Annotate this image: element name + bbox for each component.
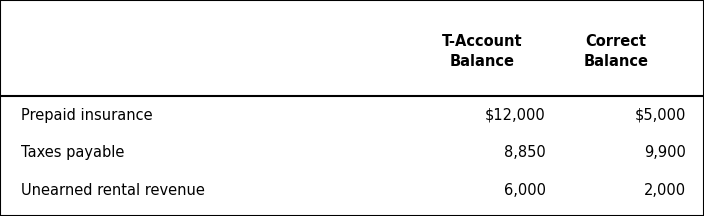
Text: 2,000: 2,000 xyxy=(644,183,686,198)
Text: Prepaid insurance: Prepaid insurance xyxy=(21,108,153,122)
Text: Taxes payable: Taxes payable xyxy=(21,145,125,160)
Text: 9,900: 9,900 xyxy=(645,145,686,160)
Text: 6,000: 6,000 xyxy=(503,183,546,198)
Text: Correct
Balance: Correct Balance xyxy=(584,34,648,69)
Text: $5,000: $5,000 xyxy=(635,108,686,122)
Text: 8,850: 8,850 xyxy=(504,145,546,160)
Text: T-Account
Balance: T-Account Balance xyxy=(442,34,522,69)
Text: $12,000: $12,000 xyxy=(485,108,546,122)
Text: Unearned rental revenue: Unearned rental revenue xyxy=(21,183,205,198)
